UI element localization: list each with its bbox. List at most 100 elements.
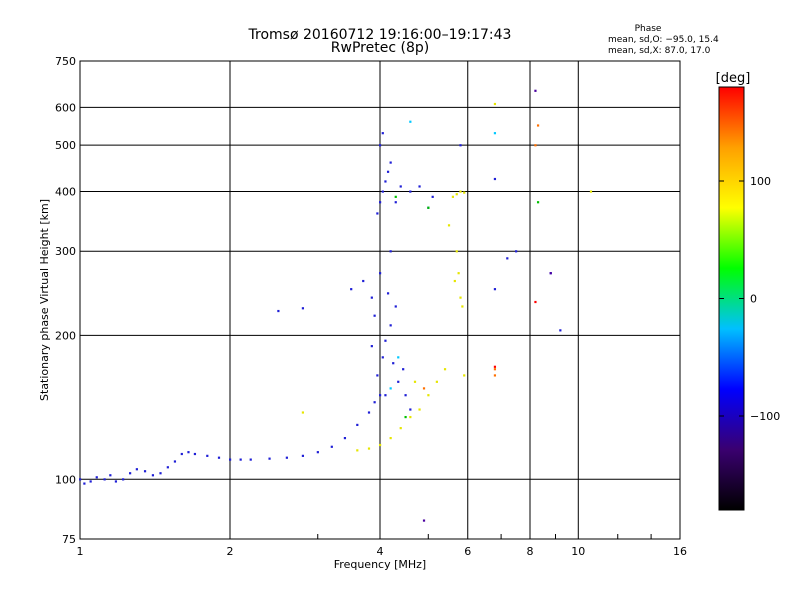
data-point (493, 374, 497, 377)
data-point (394, 201, 397, 204)
data-point (166, 466, 169, 469)
data-point (409, 120, 412, 123)
data-point (135, 468, 138, 471)
data-point (493, 288, 497, 291)
data-point (447, 224, 451, 227)
data-point (427, 206, 430, 209)
data-point (402, 368, 405, 371)
data-point (493, 365, 497, 368)
data-point (493, 368, 497, 371)
data-point (381, 132, 384, 135)
data-point (413, 380, 417, 383)
data-point (459, 190, 462, 193)
data-point (409, 190, 412, 193)
data-point (389, 324, 392, 327)
data-point (427, 394, 430, 397)
data-point (384, 180, 387, 183)
y-axis-label: Stationary phase Virtual Height [km] (38, 199, 51, 401)
data-point (422, 387, 426, 390)
data-point (316, 451, 319, 454)
data-point (397, 356, 400, 359)
y-tick-label: 75 (62, 533, 76, 546)
data-point (394, 195, 397, 198)
data-point (381, 356, 384, 359)
data-point (384, 339, 387, 342)
data-point (493, 132, 497, 135)
data-point (404, 394, 407, 397)
data-point (389, 161, 392, 164)
data-point (379, 443, 382, 447)
data-point (459, 144, 462, 147)
data-points (79, 89, 593, 522)
data-point (455, 250, 458, 253)
data-point (180, 452, 183, 456)
data-point (379, 394, 382, 397)
data-point (187, 451, 190, 454)
data-point (422, 519, 426, 522)
data-point (239, 458, 242, 461)
data-point (173, 460, 177, 463)
data-point (89, 480, 92, 483)
data-point (409, 415, 412, 419)
tick-layer: 1 2 4 6 8 10 16 75 100 200 300 400 500 600 750 (55, 55, 687, 558)
data-point (129, 472, 132, 475)
data-point (459, 296, 462, 299)
data-point (362, 279, 365, 283)
data-point (431, 195, 434, 198)
data-point (549, 272, 552, 275)
data-point (159, 472, 162, 475)
data-point (122, 478, 125, 481)
x-tick-label: 4 (377, 545, 384, 558)
data-point (229, 458, 232, 461)
data-point (143, 470, 147, 473)
data-point (193, 452, 197, 456)
x-tick-label: 16 (673, 545, 687, 558)
data-point (389, 250, 392, 253)
data-point (367, 411, 371, 414)
data-point (79, 478, 82, 481)
data-point (392, 362, 395, 365)
x-axis-label: Frequency [MHz] (334, 558, 426, 571)
data-point (109, 474, 112, 477)
data-point (397, 380, 400, 383)
data-point (493, 102, 497, 106)
data-point (559, 329, 562, 332)
data-point (443, 368, 447, 371)
data-point (389, 436, 392, 440)
data-point (379, 144, 382, 147)
data-point (394, 305, 397, 308)
data-point (370, 296, 373, 299)
x-tick-label: 6 (464, 545, 471, 558)
data-point (373, 401, 376, 404)
y-tick-label: 750 (55, 55, 76, 68)
grid-layer (80, 61, 680, 539)
phase-heading: Phase (635, 24, 662, 34)
data-point (463, 191, 466, 194)
data-point (301, 411, 305, 414)
data-point (536, 201, 540, 204)
data-point (461, 305, 464, 308)
data-point (515, 250, 518, 253)
chart-subtitle: RwPretec (8p) (331, 40, 429, 56)
data-point (418, 185, 421, 188)
data-point (376, 212, 379, 215)
data-point (455, 193, 458, 196)
data-point (350, 288, 353, 291)
colorbar-tick-label: 0 (750, 293, 757, 306)
data-point (381, 190, 384, 193)
data-point (534, 89, 537, 92)
x-tick-label: 10 (571, 545, 585, 558)
data-point (463, 374, 466, 377)
data-point (418, 408, 421, 411)
data-point (404, 415, 407, 419)
data-point (399, 427, 402, 430)
y-tick-label: 600 (55, 101, 76, 114)
colorbar-label: [deg] (716, 71, 751, 86)
data-point (453, 279, 456, 283)
colorbar-tick-label: −100 (750, 410, 780, 423)
data-point (103, 478, 106, 481)
data-point (589, 190, 593, 193)
data-point (343, 436, 347, 440)
data-point (379, 201, 382, 204)
